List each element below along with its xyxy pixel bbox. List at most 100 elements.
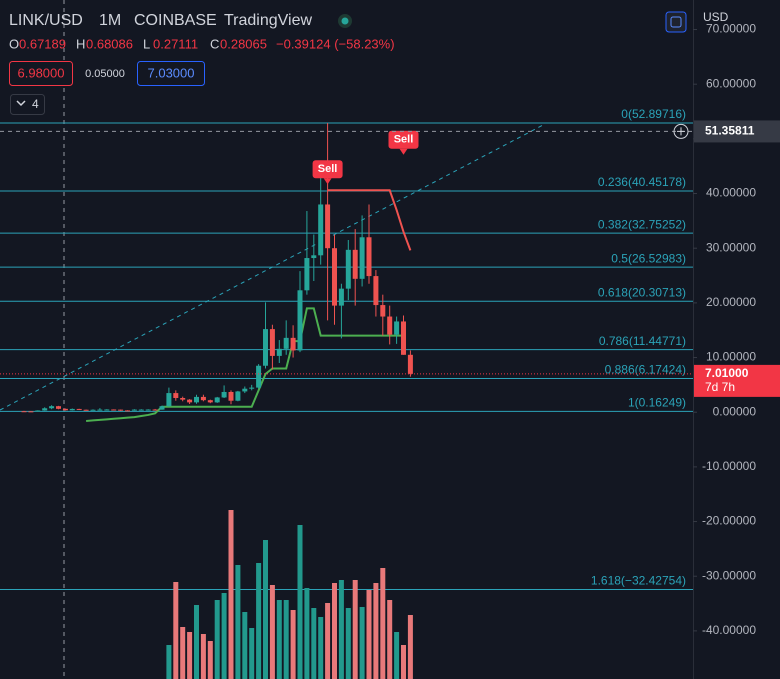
ohlc-value: 0.27111 <box>153 36 198 51</box>
candle-body <box>194 396 199 403</box>
candle-body <box>83 409 89 411</box>
candle-body <box>263 329 268 366</box>
candle-body <box>387 316 393 335</box>
volume-bar <box>180 627 186 679</box>
candle-body <box>276 348 282 356</box>
volume-bar <box>256 563 262 679</box>
signal-pointer <box>399 148 408 155</box>
volume-bar <box>214 600 220 679</box>
candle-body <box>228 391 234 401</box>
indicators-toggle[interactable] <box>10 94 45 115</box>
candle-body <box>200 396 206 401</box>
ohlc-value: 0.28065 <box>220 36 267 51</box>
fib-label: 0(52.89716) <box>621 107 686 121</box>
signal-label: Sell <box>318 163 338 175</box>
signal-box <box>312 160 343 179</box>
volume-bar <box>269 585 275 679</box>
candle-body <box>407 354 413 374</box>
volume-bar <box>283 600 289 679</box>
volume-bar <box>304 588 310 679</box>
spread: 0.05000 <box>85 68 125 80</box>
candle-body <box>173 393 179 398</box>
candle-body <box>111 409 117 411</box>
candle-body <box>311 255 317 259</box>
volume-bar <box>242 612 248 679</box>
fib-label: 0.618(20.30713) <box>598 285 686 299</box>
fib-label: 1(0.16249) <box>628 395 686 409</box>
volume-bar <box>394 632 400 679</box>
volume-bar <box>338 580 344 679</box>
add-icon-plus <box>677 127 685 136</box>
symbol: LINK/USD <box>9 12 83 29</box>
candle-body <box>345 249 351 289</box>
y-tick-label: 10.00000 <box>706 350 756 364</box>
volume-bar <box>249 628 255 679</box>
indicator-line <box>86 307 404 422</box>
fib-label: 0.5(26.52983) <box>611 251 686 265</box>
fib-label: 0.236(40.45178) <box>598 175 686 189</box>
volume-bar <box>276 600 282 679</box>
candle-body <box>249 387 255 389</box>
volume-bar <box>387 600 393 679</box>
signal-label: Sell <box>394 134 414 146</box>
candle-body <box>297 290 303 351</box>
crosshair-label: 51.35811 <box>705 124 755 138</box>
ohlc-key: C <box>210 36 219 51</box>
candle-body <box>56 406 61 409</box>
candle-body <box>290 337 296 351</box>
signal-box <box>388 130 419 149</box>
buy-button[interactable] <box>137 61 205 86</box>
candle-body <box>49 406 55 409</box>
candle-body <box>401 321 406 355</box>
candle-body <box>380 305 386 317</box>
fib-label: 0.786(11.44771) <box>599 334 686 348</box>
ohlc: O 0.67189 H 0.68086 L 0.27111 C 0.28065 <box>9 36 267 51</box>
candle-body <box>338 288 344 306</box>
sell-price[interactable]: 6.98000 <box>18 65 65 80</box>
buy-price[interactable]: 7.03000 <box>148 65 195 80</box>
candle-body <box>256 365 262 388</box>
candle-body <box>28 411 34 413</box>
indicator-line <box>327 189 412 251</box>
candle-body <box>242 388 248 392</box>
y-tick-label: -10.00000 <box>702 459 756 473</box>
candle-body <box>69 408 75 411</box>
volume-bar <box>407 615 413 679</box>
volume-bar <box>173 582 179 679</box>
ohlc-key: O <box>9 36 19 51</box>
add-icon <box>673 123 689 139</box>
ohlc-value: 0.67189 <box>19 36 66 51</box>
y-tick-label: -30.00000 <box>702 568 756 582</box>
crosshair-box <box>694 120 780 143</box>
candle-body <box>145 409 151 411</box>
candle-body <box>104 409 110 411</box>
volume-bar <box>318 617 324 679</box>
candle-body <box>138 409 144 411</box>
volume-bar <box>235 565 241 679</box>
source: TradingView <box>224 12 312 29</box>
indicator-count[interactable]: 4 <box>32 97 39 111</box>
ohlc-key: H <box>76 36 85 51</box>
compare-button[interactable] <box>665 11 687 33</box>
y-tick-label: 60.00000 <box>706 76 756 90</box>
candle-body <box>221 391 227 398</box>
status-dot <box>341 17 349 25</box>
candle-body <box>187 399 193 403</box>
volume-bar <box>290 610 296 679</box>
candle-body <box>283 337 289 349</box>
candle-body <box>394 321 400 335</box>
volume-bar <box>373 583 379 679</box>
candle-body <box>235 391 241 401</box>
volume-bar <box>166 645 172 679</box>
volume-bar <box>194 605 199 679</box>
volume-bar <box>187 632 193 679</box>
candle-body <box>125 410 130 412</box>
candle-body <box>352 249 358 279</box>
sell-button[interactable] <box>9 61 73 86</box>
candle-body <box>166 393 172 407</box>
currency[interactable]: USD <box>703 10 729 24</box>
volume-bar <box>366 590 372 679</box>
volume-bar <box>263 540 268 679</box>
volume-bar <box>200 634 206 679</box>
